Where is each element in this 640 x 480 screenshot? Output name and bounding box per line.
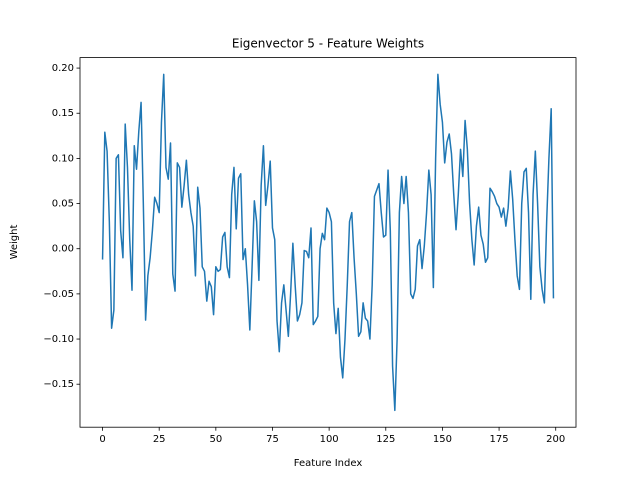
x-tick-label: 75 [266, 434, 279, 445]
plot-frame [79, 57, 577, 428]
y-tick-label: −0.15 [43, 379, 74, 390]
y-tick-label: 0.00 [52, 244, 74, 255]
x-tick-label: 200 [546, 434, 565, 445]
data-line [101, 73, 555, 412]
y-tick-label: 0.20 [52, 63, 74, 74]
x-tick-label: 100 [320, 434, 339, 445]
chart-title: Eigenvector 5 - Feature Weights [232, 37, 424, 51]
x-tick-label: 50 [209, 434, 222, 445]
x-tick-label: 175 [490, 434, 509, 445]
x-tick-label: 150 [433, 434, 452, 445]
x-tick-label: 25 [153, 434, 166, 445]
x-tick-label: 125 [376, 434, 395, 445]
y-tick-label: −0.10 [43, 334, 74, 345]
x-tick-label: 0 [99, 434, 105, 445]
x-axis-label: Feature Index [294, 458, 363, 469]
y-tick-label: 0.10 [52, 153, 74, 164]
y-tick-label: 0.05 [52, 199, 74, 210]
y-tick-label: 0.15 [52, 108, 74, 119]
y-tick-label: −0.05 [43, 289, 74, 300]
y-axis-label: Weight [9, 225, 20, 260]
